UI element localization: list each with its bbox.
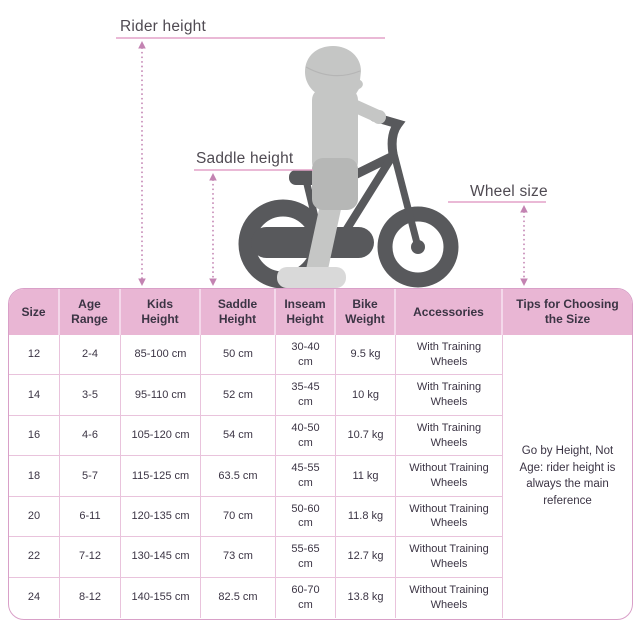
- rider-height-arrowhead-down: [138, 278, 146, 286]
- size-chart-table: Size Age Range Kids Height Saddle Height…: [8, 288, 633, 620]
- wheel-size-arrowhead-down: [520, 278, 528, 286]
- table-cell: 12.7 kg: [336, 537, 396, 578]
- column-header-saddle-height: Saddle Height: [201, 289, 276, 335]
- table-cell: 5-7: [60, 456, 121, 497]
- table-cell: 11.8 kg: [336, 496, 396, 538]
- table-cell: 16: [9, 415, 60, 457]
- measurements: Rider height Saddle height Wheel size: [116, 18, 548, 286]
- child-hand: [372, 110, 386, 124]
- column-header-age-range: Age Range: [60, 289, 121, 335]
- table-cell: 70 cm: [201, 496, 276, 538]
- table-cell: 50-60 cm: [276, 496, 336, 538]
- front-wheel: [377, 206, 459, 288]
- table-cell: 12: [9, 335, 60, 376]
- table-header-row: Size Age Range Kids Height Saddle Height…: [9, 289, 632, 335]
- bike-size-diagram: Rider height Saddle height Wheel size: [116, 18, 548, 289]
- child-leg: [305, 200, 343, 274]
- saddle-height-arrowhead-down: [209, 278, 217, 286]
- bike-fork: [389, 149, 422, 248]
- bike-handlebar: [369, 112, 406, 159]
- bike-down-tube: [336, 157, 394, 243]
- table-cell: 63.5 cm: [201, 456, 276, 497]
- child-shorts: [312, 158, 358, 210]
- column-header-bike-weight: Bike Weight: [336, 289, 396, 335]
- child-arm: [339, 95, 384, 123]
- child-torso: [312, 88, 358, 174]
- table-cell: 55-65 cm: [276, 537, 336, 578]
- column-header-accessories: Accessories: [396, 289, 503, 335]
- table-cell: 30-40 cm: [276, 335, 336, 376]
- wheel-size-arrowhead-up: [520, 205, 528, 213]
- table-cell: 2-4: [60, 335, 121, 376]
- table-cell: 20: [9, 496, 60, 538]
- table-cell: 60-70 cm: [276, 577, 336, 618]
- table-cell: 54 cm: [201, 415, 276, 457]
- table-cell: 8-12: [60, 577, 121, 618]
- child-head-helmet: [305, 46, 363, 104]
- table-cell: 24: [9, 577, 60, 618]
- table-cell: 7-12: [60, 537, 121, 578]
- front-wheel-hub: [411, 240, 425, 254]
- table-cell: 35-45 cm: [276, 375, 336, 416]
- column-header-tips: Tips for Choosing the Size: [516, 297, 619, 326]
- child-figure: [277, 46, 386, 288]
- table-cell: Without Training Wheels: [396, 577, 503, 618]
- table-cell: 140-155 cm: [121, 577, 201, 618]
- rider-height-label: Rider height: [120, 18, 206, 35]
- table-cell: 120-135 cm: [121, 496, 201, 538]
- rider-height-arrowhead-up: [138, 41, 146, 49]
- table-cell: 18: [9, 456, 60, 497]
- helmet-seam: [305, 66, 361, 77]
- saddle-height-label: Saddle height: [196, 150, 294, 167]
- table-cell: With Training Wheels: [396, 335, 503, 376]
- table-cell: Without Training Wheels: [396, 456, 503, 497]
- table-cell: 10.7 kg: [336, 415, 396, 457]
- table-cell: Without Training Wheels: [396, 537, 503, 578]
- table-cell: 105-120 cm: [121, 415, 201, 457]
- table-cell: 3-5: [60, 375, 121, 416]
- table-cell: 10 kg: [336, 375, 396, 416]
- table-cell: 52 cm: [201, 375, 276, 416]
- table-cell: 50 cm: [201, 335, 276, 376]
- tips-note: Go by Height, Not Age: rider height is a…: [519, 445, 616, 508]
- table-cell: 22: [9, 537, 60, 578]
- table-cell: 85-100 cm: [121, 335, 201, 376]
- saddle-height-arrowhead-up: [209, 173, 217, 181]
- wheel-size-label: Wheel size: [470, 183, 548, 200]
- column-header-inseam-height: Inseam Height: [276, 289, 336, 335]
- table-cell: 14: [9, 375, 60, 416]
- table-body: Go by Height, Not Age: rider height is a…: [9, 335, 632, 618]
- table-cell: 6-11: [60, 496, 121, 538]
- table-cell: 11 kg: [336, 456, 396, 497]
- table-cell: 9.5 kg: [336, 335, 396, 376]
- table-cell: With Training Wheels: [396, 415, 503, 457]
- table-cell: 115-125 cm: [121, 456, 201, 497]
- table-cell: 45-55 cm: [276, 456, 336, 497]
- table-cell: Without Training Wheels: [396, 496, 503, 538]
- table-cell: 13.8 kg: [336, 577, 396, 618]
- table-cell: 40-50 cm: [276, 415, 336, 457]
- child-foot: [277, 267, 346, 288]
- column-header-kids-height: Kids Height: [121, 289, 201, 335]
- table-cell: With Training Wheels: [396, 375, 503, 416]
- column-header-size: Size: [9, 289, 60, 335]
- table-cell: 82.5 cm: [201, 577, 276, 618]
- table-cell: 4-6: [60, 415, 121, 457]
- table-cell: 73 cm: [201, 537, 276, 578]
- table-cell: 130-145 cm: [121, 537, 201, 578]
- table-cell: 95-110 cm: [121, 375, 201, 416]
